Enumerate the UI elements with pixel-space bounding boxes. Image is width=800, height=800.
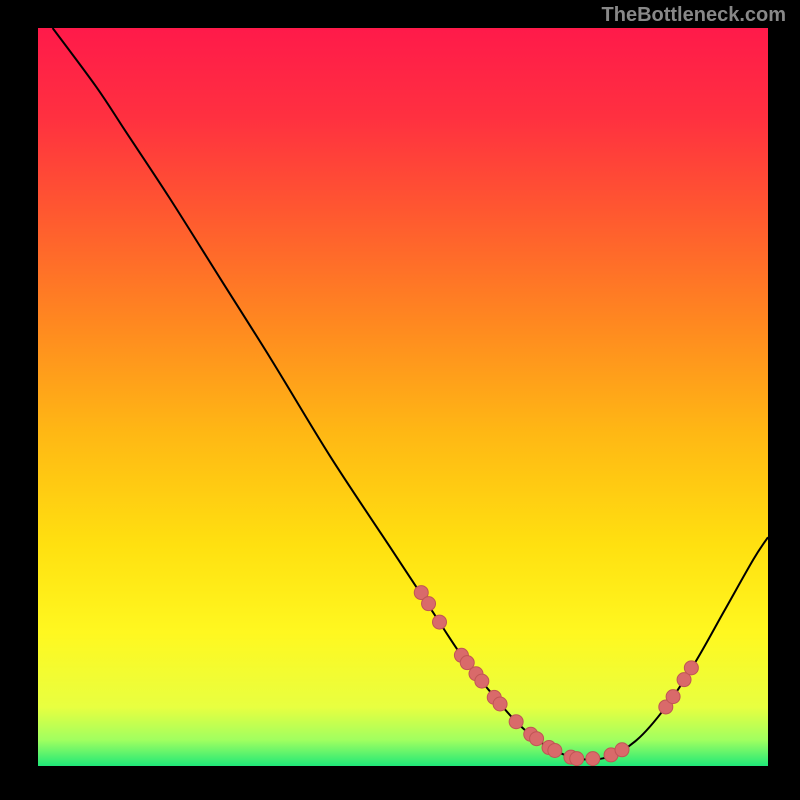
data-marker xyxy=(586,752,600,766)
chart-svg xyxy=(38,28,768,766)
watermark-text: TheBottleneck.com xyxy=(602,4,786,27)
data-marker xyxy=(666,690,680,704)
data-marker xyxy=(509,715,523,729)
data-marker xyxy=(684,661,698,675)
data-marker xyxy=(615,743,629,757)
data-marker xyxy=(530,732,544,746)
data-marker xyxy=(548,744,562,758)
data-marker xyxy=(475,674,489,688)
data-marker xyxy=(422,597,436,611)
bottleneck-curve-chart xyxy=(38,28,768,766)
data-marker xyxy=(433,615,447,629)
gradient-background xyxy=(38,28,768,766)
data-marker xyxy=(570,752,584,766)
data-marker xyxy=(493,697,507,711)
